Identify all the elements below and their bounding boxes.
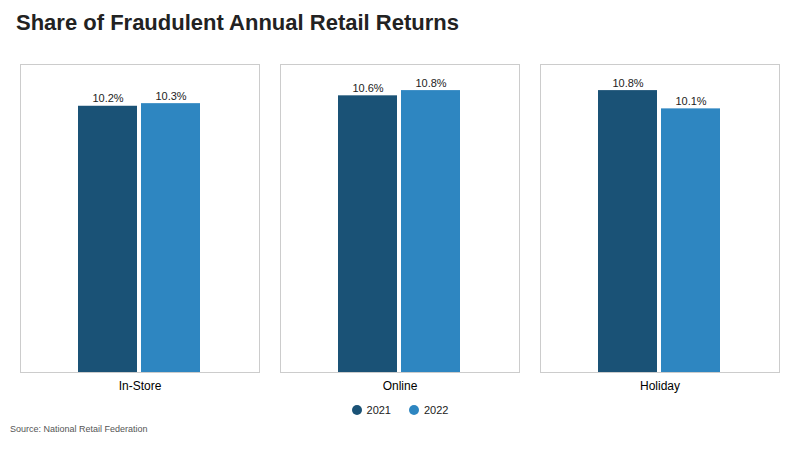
svg-text:10.8%: 10.8%	[415, 77, 446, 89]
html-text:Share of Fraudulent Annual Ret: Share of Fraudulent Annual Retail Return…	[16, 10, 459, 35]
svg-text:In-Store: In-Store	[119, 379, 162, 393]
svg-text:10.2%: 10.2%	[92, 92, 123, 104]
svg-text:10.3%: 10.3%	[155, 90, 186, 102]
svg-text:Online: Online	[383, 379, 418, 393]
svg-text:10.1%: 10.1%	[675, 95, 706, 107]
svg-text:10.8%: 10.8%	[612, 77, 643, 89]
html-text:Source: National Retail Federa: Source: National Retail Federation	[10, 424, 148, 434]
html-text:2022: 2022	[424, 404, 449, 416]
svg-text:Holiday: Holiday	[640, 379, 680, 393]
html-text:2021: 2021	[366, 404, 391, 416]
svg-text:10.6%: 10.6%	[352, 82, 383, 94]
